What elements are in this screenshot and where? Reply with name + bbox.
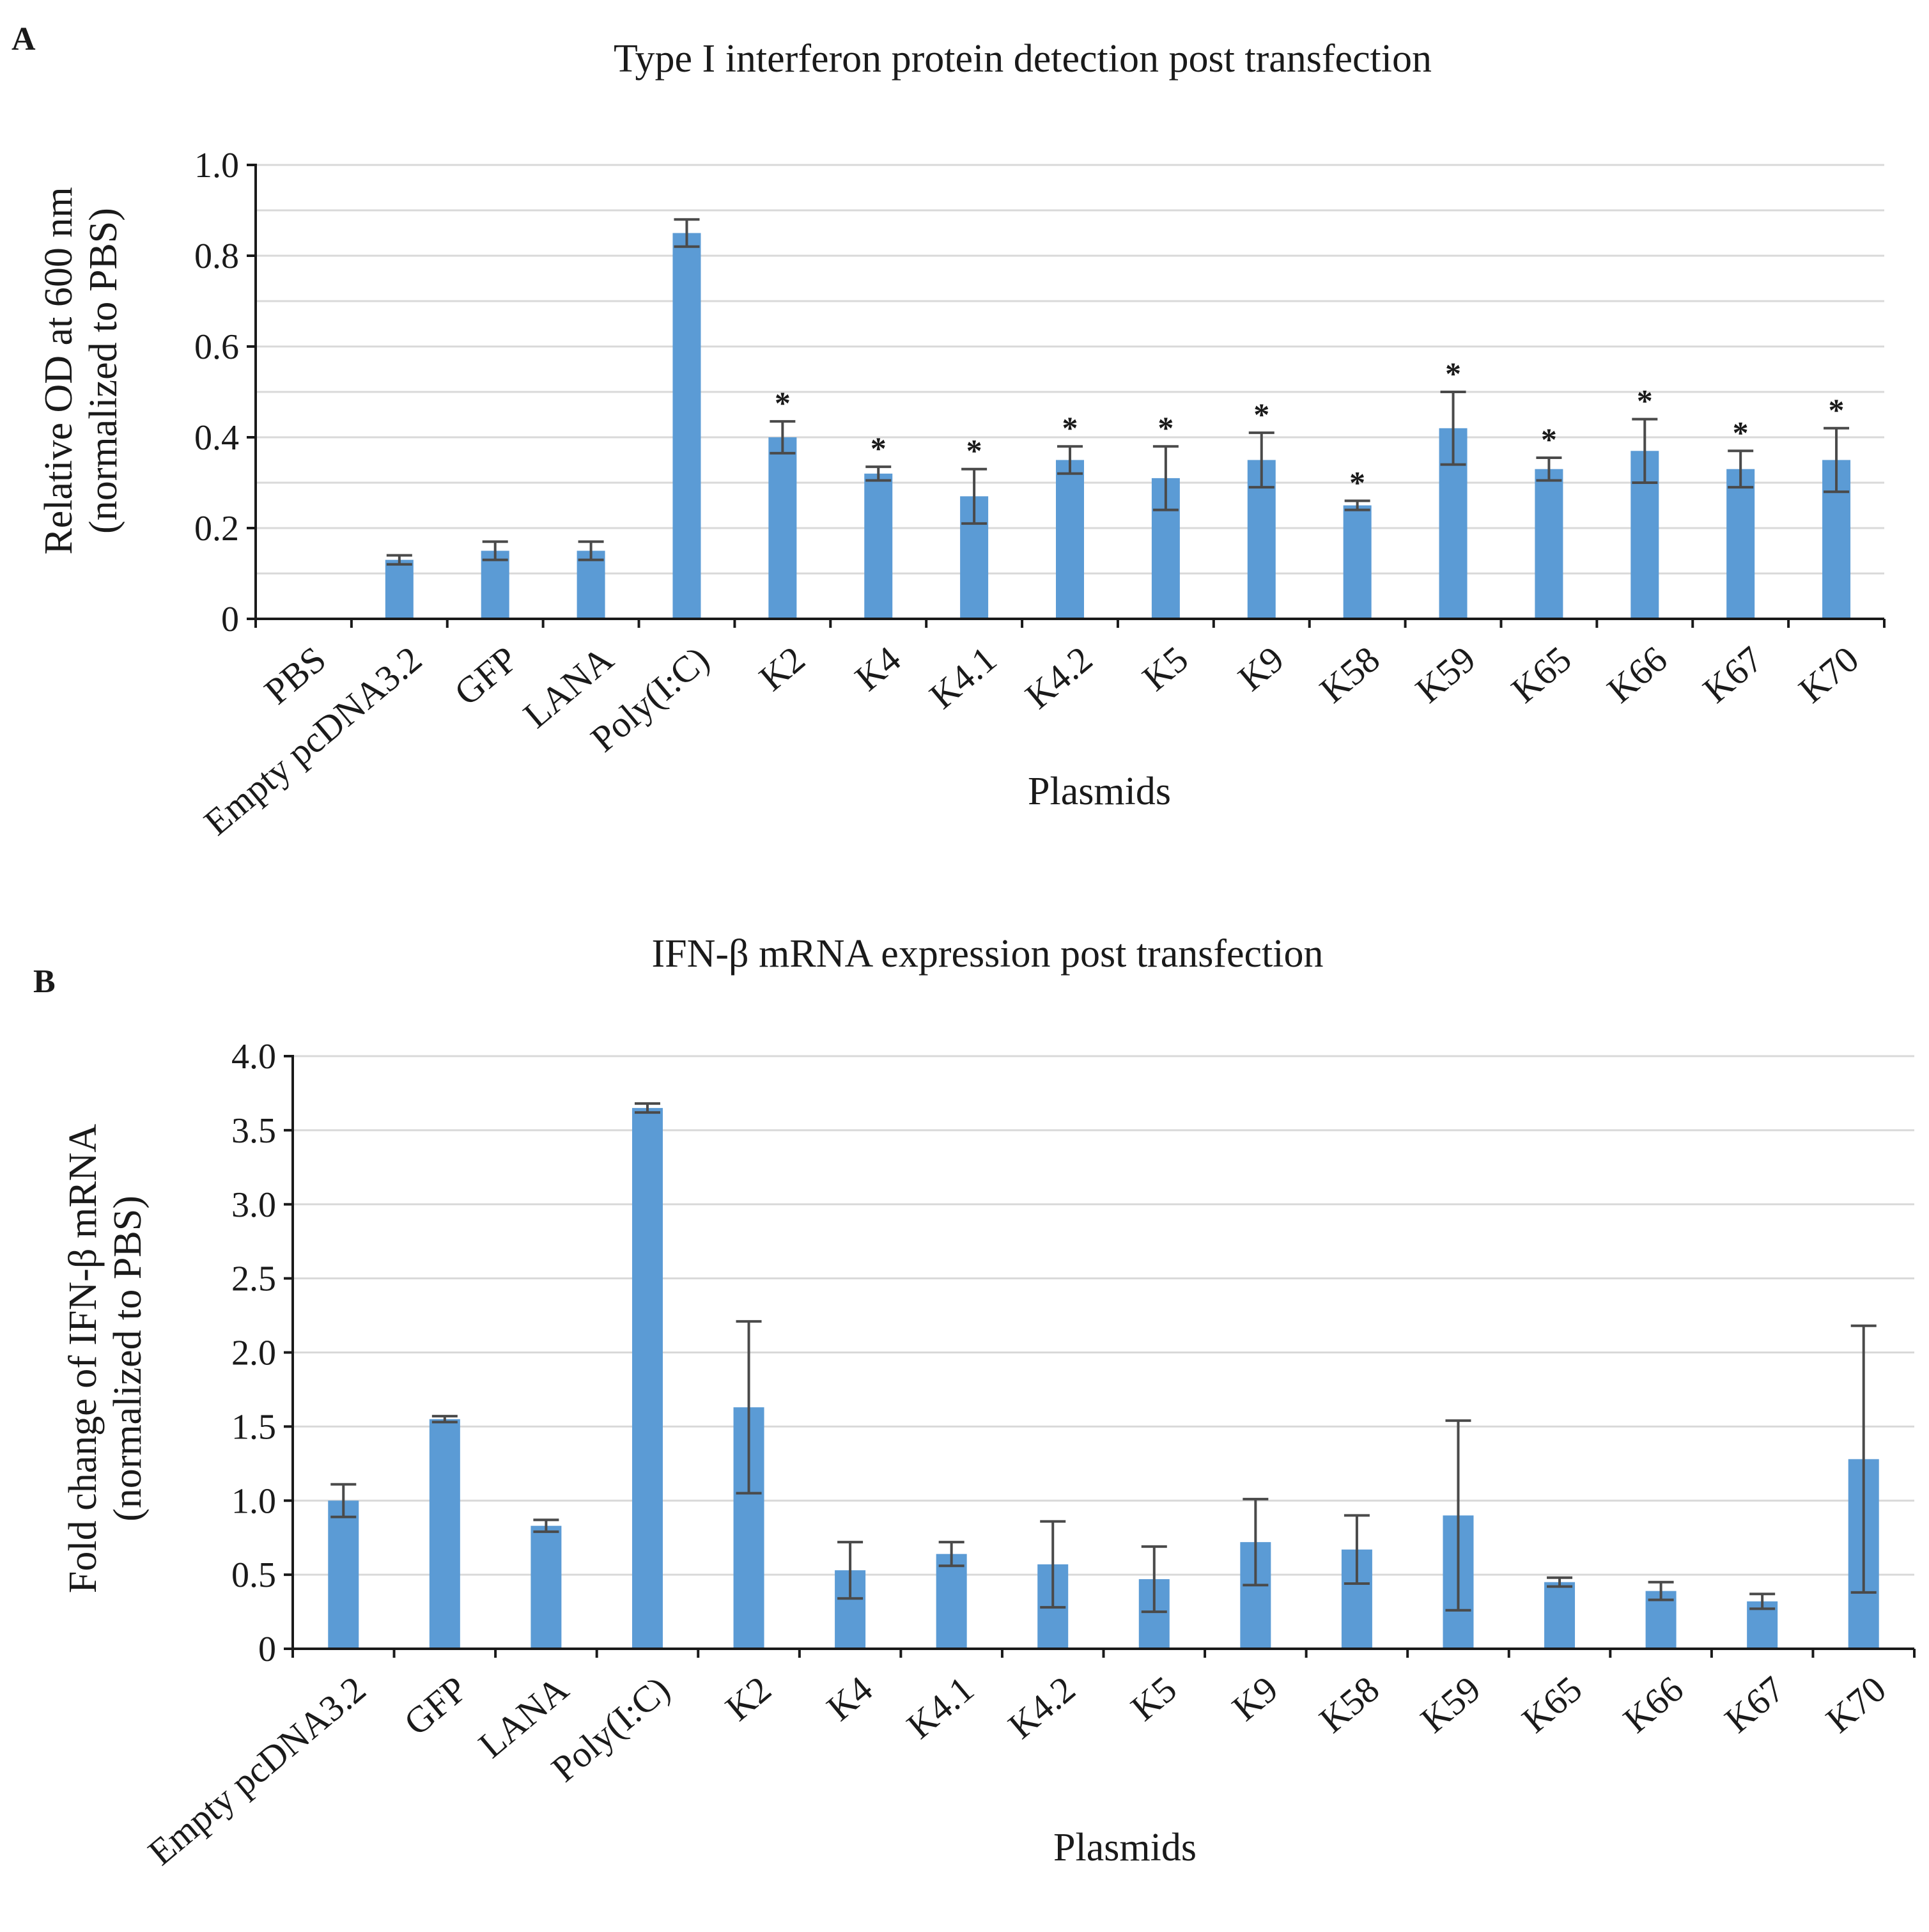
panel-b-title: IFN-β mRNA expression post transfection (652, 932, 1324, 976)
x-tick-label: K58 (1312, 638, 1387, 711)
panel-b-gridlines (293, 1055, 1914, 1576)
x-tick-label: K4 (847, 638, 908, 699)
panel-b-chart: B IFN-β mRNA expression post transfectio… (33, 932, 1916, 1873)
x-tick-label: K59 (1407, 638, 1483, 711)
x-tick-label: K67 (1717, 1668, 1792, 1741)
x-tick-label: K4.1 (899, 1668, 981, 1747)
y-tick-label: 1.0 (231, 1481, 276, 1521)
significance-star: * (775, 385, 791, 421)
panel-a-ylabel-line2: (normalized to PBS) (82, 208, 125, 534)
bar (429, 1419, 460, 1649)
bar (768, 437, 797, 619)
x-tick-label: K59 (1413, 1668, 1488, 1741)
bar (1056, 460, 1084, 619)
panel-b-xlabel: Plasmids (1053, 1826, 1197, 1869)
significance-star: * (1445, 355, 1461, 391)
x-tick-label: K9 (1224, 1668, 1285, 1729)
x-tick-label: K2 (718, 1668, 779, 1729)
panel-a-y-tick-labels: 0 0.2 0.4 0.6 0.8 1.0 (194, 146, 239, 639)
bar (1343, 505, 1372, 619)
x-tick-label: K66 (1599, 638, 1675, 711)
panel-a-title: Type I interferon protein detection post… (614, 37, 1432, 81)
significance-star: * (966, 433, 982, 469)
y-tick-label: 1.5 (231, 1407, 276, 1447)
x-tick-label: K5 (1123, 1668, 1184, 1729)
bar (864, 473, 893, 619)
x-tick-label: K66 (1615, 1668, 1691, 1741)
panel-b-letter: B (33, 963, 56, 1000)
bar (936, 1554, 967, 1649)
x-tick-label: K65 (1503, 638, 1579, 711)
bar (328, 1500, 359, 1649)
y-tick-label: 3.5 (231, 1111, 276, 1151)
panel-a-ylabel-line1: Relative OD at 600 nm (37, 187, 81, 554)
x-tick-label: K9 (1230, 638, 1292, 699)
x-tick-label: K2 (751, 638, 812, 699)
x-tick-label: K4.1 (922, 638, 1004, 717)
y-tick-label: 0.2 (194, 509, 239, 549)
significance-star: * (1349, 464, 1365, 500)
x-tick-label: PBS (256, 638, 334, 712)
y-tick-label: 0.5 (231, 1555, 276, 1595)
significance-star: * (1733, 414, 1749, 450)
y-tick-label: 0.6 (194, 327, 239, 367)
significance-star: * (1637, 383, 1653, 419)
panel-a-bars: * * * * * * * * * * * * (385, 218, 1851, 619)
panel-a-axes (247, 164, 1886, 628)
panel-b-ylabel-line1: Fold change of IFN-β mRNA (61, 1124, 105, 1593)
x-tick-label: K4 (819, 1668, 880, 1729)
x-tick-label: Empty pcDNA3.2 (140, 1668, 373, 1873)
bar (531, 1525, 562, 1649)
x-tick-label: K4.2 (1018, 638, 1100, 717)
bar (1544, 1582, 1576, 1649)
bar (1726, 469, 1755, 619)
x-tick-label: K70 (1818, 1668, 1894, 1741)
x-tick-label: K5 (1135, 638, 1196, 699)
y-tick-label: 0 (221, 600, 239, 639)
panel-a-xlabel: Plasmids (1028, 770, 1171, 813)
y-tick-label: 4.0 (231, 1037, 276, 1077)
x-tick-label: K70 (1791, 638, 1866, 711)
significance-star: * (1253, 396, 1269, 432)
bar (1535, 469, 1563, 619)
panel-b-bars (328, 1102, 1879, 1649)
panel-a-gridlines (256, 164, 1884, 575)
x-tick-label: K65 (1514, 1668, 1590, 1741)
bar (385, 559, 414, 619)
bar (631, 1108, 663, 1649)
significance-star: * (1062, 410, 1078, 446)
x-tick-label: K4.2 (1000, 1668, 1083, 1747)
y-tick-label: 2.5 (231, 1259, 276, 1299)
x-tick-label: K67 (1695, 638, 1770, 711)
bar (672, 233, 701, 619)
panel-b-y-tick-labels: 0 0.5 1.0 1.5 2.0 2.5 3.0 3.5 4.0 (231, 1037, 276, 1669)
y-tick-label: 0.4 (194, 418, 239, 458)
y-tick-label: 1.0 (194, 146, 239, 185)
panel-a-chart: A Type I interferon protein detection po… (12, 21, 1886, 843)
bar (481, 550, 509, 619)
panel-b-axes (284, 1055, 1916, 1658)
y-tick-label: 0 (258, 1630, 276, 1669)
significance-star: * (1829, 392, 1845, 428)
x-tick-label: K58 (1312, 1668, 1387, 1741)
x-tick-label: GFP (447, 638, 525, 713)
panel-b-ylabel-line2: (normalized to PBS) (106, 1196, 150, 1522)
significance-star: * (871, 430, 887, 466)
y-tick-label: 0.8 (194, 237, 239, 276)
significance-star: * (1158, 410, 1174, 446)
x-tick-label: GFP (396, 1668, 475, 1743)
bar (577, 550, 605, 619)
significance-star: * (1541, 421, 1557, 457)
panel-a-letter: A (12, 21, 36, 58)
y-tick-label: 3.0 (231, 1185, 276, 1225)
y-tick-label: 2.0 (231, 1334, 276, 1373)
